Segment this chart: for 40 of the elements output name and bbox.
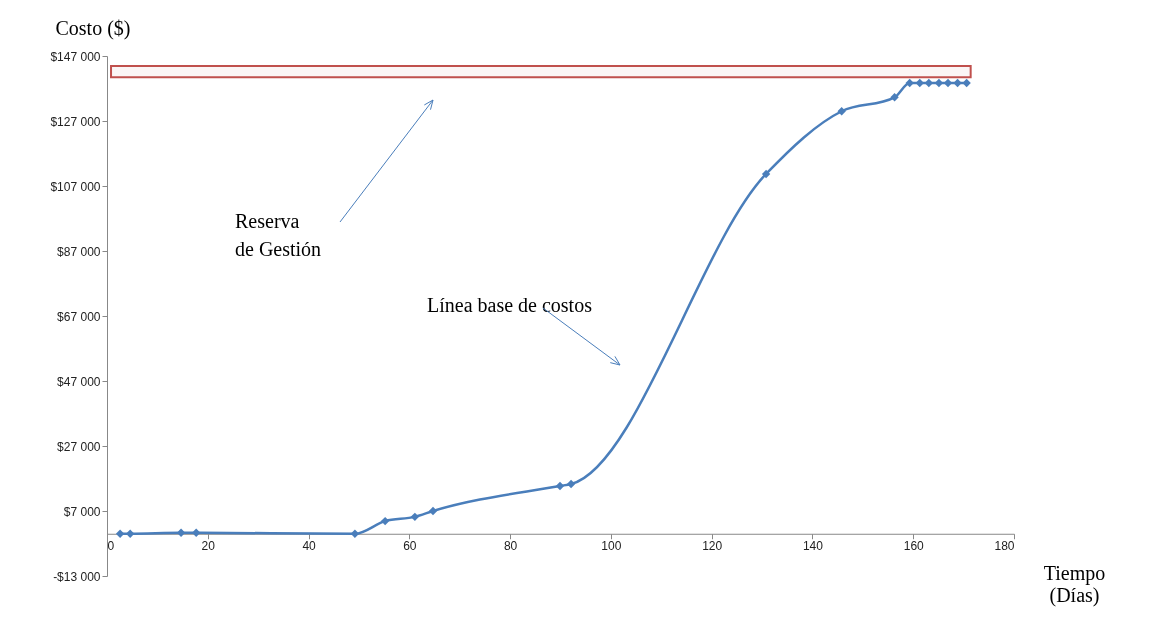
point bbox=[410, 512, 420, 522]
y-tick-label: $67 000 bbox=[57, 309, 101, 324]
point bbox=[837, 107, 846, 116]
y-tick-label: $147 000 bbox=[50, 49, 101, 64]
point bbox=[953, 78, 962, 88]
x-tick-label: 140 bbox=[802, 539, 824, 554]
point bbox=[380, 516, 390, 526]
x-tick-label: 80 bbox=[503, 539, 518, 554]
point bbox=[555, 481, 565, 491]
point bbox=[176, 528, 186, 537]
x-tick-label: 0 bbox=[107, 539, 115, 554]
y-tick-label: $107 000 bbox=[50, 179, 101, 194]
point bbox=[192, 528, 201, 537]
y-tick-label: $27 000 bbox=[57, 439, 101, 454]
point bbox=[761, 169, 771, 179]
x-tick-label: 60 bbox=[403, 539, 417, 554]
annotation: Línea base de costos bbox=[427, 294, 593, 316]
point bbox=[350, 529, 360, 538]
y-tick-label: $127 000 bbox=[50, 114, 101, 129]
point bbox=[905, 78, 914, 88]
point bbox=[115, 529, 125, 538]
y-tick-label: -$13 000 bbox=[53, 569, 101, 584]
y-tick-label: $87 000 bbox=[57, 244, 101, 259]
point bbox=[962, 78, 971, 88]
point bbox=[126, 529, 135, 538]
point bbox=[428, 506, 438, 516]
x-tick-label: 160 bbox=[903, 539, 925, 554]
x-axis-title: Tiempo (Días) bbox=[1043, 562, 1106, 608]
y-tick-label: $7 000 bbox=[63, 504, 101, 519]
y-axis-title: Costo ($) bbox=[55, 16, 131, 40]
x-tick-label: 40 bbox=[302, 539, 317, 554]
x-tick-label: 100 bbox=[601, 539, 622, 554]
point bbox=[915, 78, 924, 88]
x-tick-label: 180 bbox=[994, 539, 1015, 554]
point bbox=[566, 479, 576, 489]
x-tick-label: 120 bbox=[702, 539, 723, 554]
annotation: Reserva de Gestión bbox=[235, 210, 322, 260]
point bbox=[890, 93, 899, 102]
y-tick-label: $47 000 bbox=[57, 374, 101, 389]
x-tick-label: 20 bbox=[201, 539, 216, 554]
